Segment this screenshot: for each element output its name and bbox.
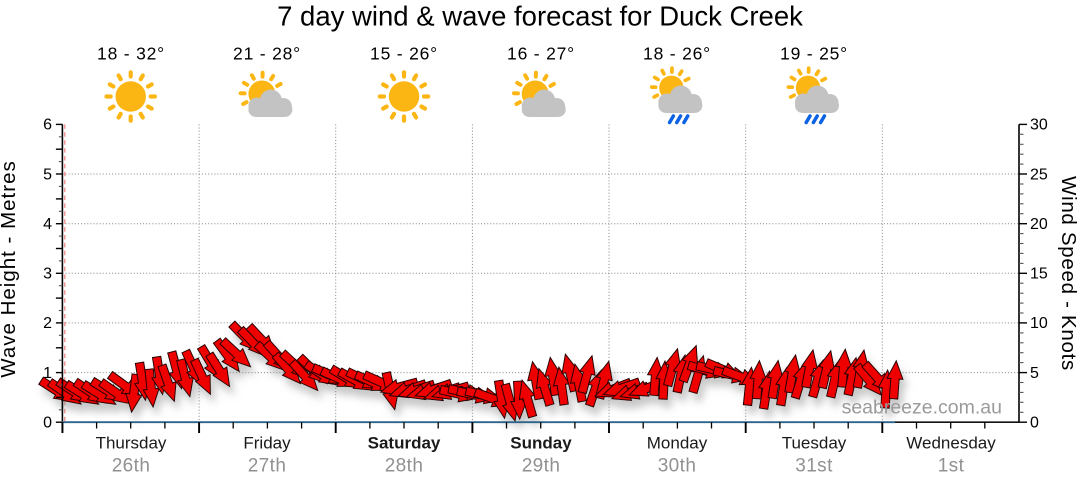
svg-text:7 day wind & wave forecast for: 7 day wind & wave forecast for Duck Cree… bbox=[277, 1, 803, 32]
svg-text:Thursday: Thursday bbox=[96, 434, 167, 453]
svg-text:1st: 1st bbox=[938, 456, 965, 477]
svg-text:1: 1 bbox=[43, 365, 52, 382]
svg-text:25: 25 bbox=[1030, 166, 1048, 183]
svg-text:6: 6 bbox=[43, 117, 52, 134]
svg-text:21 - 28°: 21 - 28° bbox=[233, 44, 301, 64]
svg-text:29th: 29th bbox=[522, 456, 561, 477]
svg-text:30th: 30th bbox=[658, 456, 697, 477]
svg-text:16 - 27°: 16 - 27° bbox=[507, 44, 575, 64]
svg-text:Sunday: Sunday bbox=[510, 434, 572, 453]
svg-text:28th: 28th bbox=[385, 456, 424, 477]
svg-text:20: 20 bbox=[1030, 216, 1048, 233]
svg-text:18 - 32°: 18 - 32° bbox=[97, 44, 165, 64]
svg-text:0: 0 bbox=[1030, 415, 1039, 432]
svg-text:Wave Height - Metres: Wave Height - Metres bbox=[0, 160, 20, 377]
svg-text:15 - 26°: 15 - 26° bbox=[370, 44, 438, 64]
svg-text:31st: 31st bbox=[795, 456, 833, 477]
svg-text:10: 10 bbox=[1030, 315, 1048, 332]
svg-text:18 - 26°: 18 - 26° bbox=[643, 44, 711, 64]
svg-text:0: 0 bbox=[43, 415, 52, 432]
svg-text:4: 4 bbox=[43, 216, 52, 233]
svg-text:Wednesday: Wednesday bbox=[906, 434, 996, 453]
svg-text:5: 5 bbox=[1030, 365, 1039, 382]
svg-text:27th: 27th bbox=[248, 456, 287, 477]
svg-text:seabreeze.com.au: seabreeze.com.au bbox=[842, 397, 1002, 419]
svg-text:5: 5 bbox=[43, 166, 52, 183]
svg-text:26th: 26th bbox=[112, 456, 151, 477]
svg-text:15: 15 bbox=[1030, 266, 1048, 283]
svg-text:30: 30 bbox=[1030, 117, 1048, 134]
svg-text:2: 2 bbox=[43, 315, 52, 332]
svg-text:Monday: Monday bbox=[647, 434, 708, 453]
svg-text:Saturday: Saturday bbox=[368, 434, 441, 453]
svg-text:19 - 25°: 19 - 25° bbox=[780, 44, 848, 64]
svg-text:3: 3 bbox=[43, 266, 52, 283]
svg-text:Wind Speed - Knots: Wind Speed - Knots bbox=[1057, 176, 1080, 371]
svg-text:Tuesday: Tuesday bbox=[782, 434, 847, 453]
svg-text:Friday: Friday bbox=[243, 434, 291, 453]
